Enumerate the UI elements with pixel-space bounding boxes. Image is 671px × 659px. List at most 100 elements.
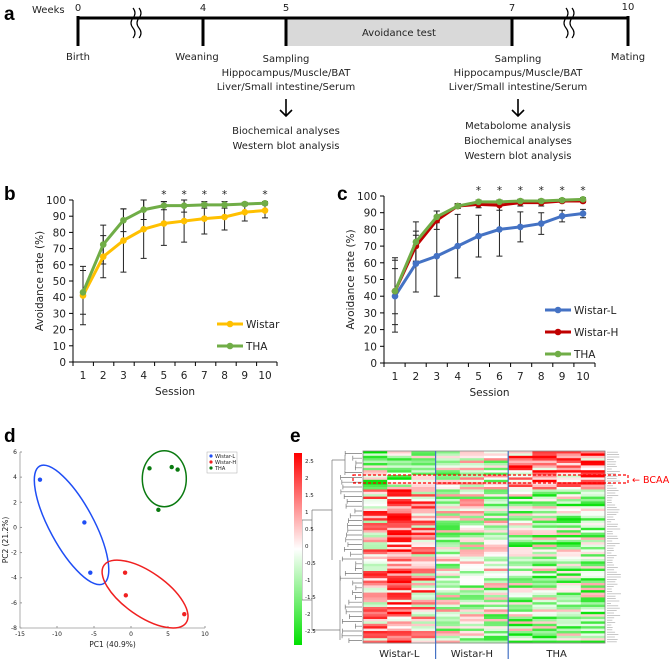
- heatmap-cell: [363, 604, 388, 608]
- heatmap-cell: [411, 638, 436, 641]
- heatmap-cell: [411, 539, 436, 543]
- y-tick-label: 6: [13, 449, 17, 456]
- heatmap-cell: [580, 604, 606, 608]
- heatmap-cell: [484, 614, 509, 617]
- heatmap-cell: [484, 508, 509, 512]
- heatmap-cell: [532, 609, 557, 613]
- heatmap-cell: [459, 607, 485, 610]
- heatmap-cell: [484, 453, 509, 457]
- data-point: [156, 507, 161, 513]
- heatmap-cell: [435, 537, 461, 541]
- heatmap-cell: [508, 578, 533, 581]
- heatmap-cell: [411, 578, 436, 581]
- heatmap-cell: [435, 513, 461, 517]
- heatmap-cell: [387, 511, 412, 514]
- heatmap-cell: [459, 611, 485, 615]
- heatmap-cell: [363, 455, 388, 459]
- heatmap-cell: [484, 607, 509, 610]
- heatmap-cell: [484, 559, 509, 562]
- heatmap-cell: [484, 542, 509, 545]
- group-label: Wistar-L: [379, 649, 420, 659]
- heatmap-cell: [532, 635, 557, 639]
- heatmap-cell: [459, 635, 485, 639]
- heatmap-cell: [387, 559, 412, 562]
- bcaa-annotation: ← BCAA: [632, 475, 670, 486]
- heatmap-cell: [435, 496, 461, 500]
- data-point: [79, 289, 87, 296]
- heatmap-cell: [459, 590, 485, 593]
- heatmap-cell: [484, 455, 509, 459]
- heatmap-cell: [508, 503, 533, 507]
- heatmap-cell: [387, 614, 412, 617]
- x-axis-title: Session: [469, 387, 509, 399]
- y-tick-label: 0: [59, 357, 66, 369]
- heatmap-cell: [387, 585, 412, 589]
- heatmap-cell: [556, 518, 582, 521]
- heatmap-cell: [532, 506, 557, 509]
- heatmap-cell: [411, 563, 436, 567]
- y-tick-label: 60: [53, 260, 66, 272]
- data-point: [517, 223, 524, 231]
- heatmap-cell: [363, 501, 388, 505]
- heatmap-cell: [435, 585, 461, 589]
- significance-mark: *: [161, 189, 166, 201]
- heatmap-cell: [532, 525, 557, 529]
- heatmap-cell: [532, 513, 557, 517]
- heatmap-cell: [411, 542, 436, 545]
- heatmap-cell: [387, 489, 412, 493]
- heatmap-cell: [580, 556, 606, 560]
- heatmap-cell: [508, 609, 533, 613]
- heatmap-cell: [508, 551, 533, 555]
- heatmap-cell: [435, 518, 461, 521]
- heatmap-cell: [411, 614, 436, 617]
- heatmap-cell: [387, 635, 412, 639]
- heatmap-cell: [580, 475, 606, 478]
- heatmap-cell: [411, 496, 436, 500]
- heatmap-cell: [411, 467, 436, 471]
- heatmap-cell: [411, 640, 436, 644]
- week-tick: 5: [283, 3, 289, 14]
- heatmap-cell: [556, 520, 582, 524]
- heatmap-cell: [580, 547, 606, 550]
- heatmap-cell: [580, 518, 606, 521]
- heatmap-cell: [435, 595, 461, 598]
- heatmap-cell: [508, 554, 533, 557]
- avoidance-test-box: [286, 18, 512, 46]
- heatmap-cell: [435, 520, 461, 524]
- series-line-tha: [81, 201, 266, 293]
- heatmap-cell: [556, 487, 582, 490]
- x-tick-label: 8: [221, 370, 228, 382]
- heatmap-cell: [484, 515, 509, 519]
- heatmap-cell: [556, 602, 582, 605]
- x-tick-label: 3: [120, 370, 127, 382]
- heatmap-cell: [459, 535, 485, 538]
- heatmap-cell: [363, 611, 388, 615]
- heatmap-cell: [387, 496, 412, 500]
- heatmap-cell: [556, 585, 582, 589]
- legend-label: THA: [573, 349, 596, 361]
- heatmap-cell: [411, 592, 436, 596]
- week-tick: 0: [75, 3, 81, 14]
- heatmap-cell: [411, 573, 436, 577]
- heatmap-cell: [508, 458, 533, 461]
- heatmap-cell: [387, 595, 412, 598]
- heatmap-cell: [484, 573, 509, 577]
- heatmap-cell: [532, 571, 557, 574]
- data-point: [537, 197, 545, 205]
- x-tick-label: 0: [129, 631, 133, 638]
- heatmap-cell: [435, 633, 461, 637]
- heatmap-cell: [556, 566, 582, 569]
- heatmap-cell: [411, 585, 436, 589]
- panel-d-pca: -15 -10 -5 0 5 10 -8 -6 -4 -2 0 2 4 6 PC1 (40.9%) PC2 (…: [1, 449, 238, 649]
- legend-marker: [226, 320, 234, 328]
- heatmap-cell: [459, 484, 485, 488]
- heatmap-cell: [484, 592, 509, 596]
- data-point: [241, 200, 249, 208]
- heatmap-cell: [556, 535, 582, 538]
- heatmap-cell: [580, 527, 606, 531]
- heatmap-cell: [435, 571, 461, 574]
- heatmap-cell: [435, 599, 461, 603]
- heatmap-cell: [532, 542, 557, 545]
- heatmap-cell: [580, 549, 606, 553]
- heatmap-cell: [435, 494, 461, 497]
